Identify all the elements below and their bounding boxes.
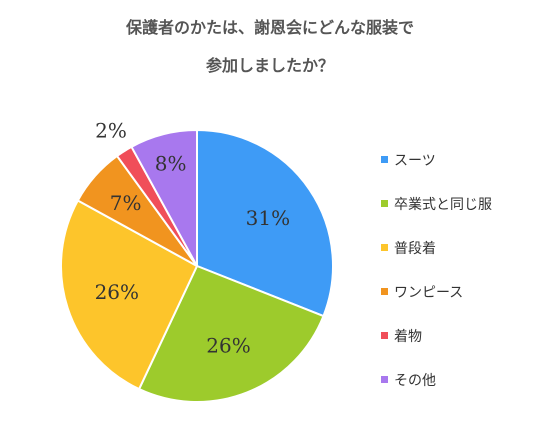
legend-swatch-6 (381, 376, 388, 383)
pie-slice-6 (130, 128, 198, 267)
legend-label-4: ワンピース (394, 285, 463, 301)
legend-label-2: 卒業式と同じ服 (394, 197, 492, 213)
legend-label-1: スーツ (394, 153, 436, 169)
legend-swatch-1 (381, 156, 388, 163)
pie-slice-1 (196, 128, 334, 318)
slice-label-2: 26% (206, 334, 250, 358)
chart-title-line-2: 参加しましたか？ (206, 56, 334, 75)
legend-label-3: 普段着 (394, 241, 436, 257)
slice-label-4: 7% (110, 191, 142, 215)
chart-title: 保護者のかたは、謝恩会にどんな服装で 参加しましたか？ (125, 18, 414, 75)
legend-label-6: その他 (394, 373, 436, 389)
slice-label-6: 8% (155, 151, 187, 175)
slice-label-1: 31% (246, 206, 290, 230)
pie-slice-2 (137, 264, 325, 403)
legend-swatch-3 (381, 244, 388, 251)
legend-swatch-4 (381, 288, 388, 295)
legend-label-5: 着物 (394, 329, 422, 345)
pie-labels: 31% 26% 26% 7% 2% 8% (95, 119, 291, 358)
slice-label-5: 2% (95, 119, 127, 143)
legend-swatch-5 (381, 332, 388, 339)
slice-label-3: 26% (95, 280, 139, 304)
pie-slices (59, 128, 334, 403)
legend-swatch-2 (381, 200, 388, 207)
chart-title-line-1: 保護者のかたは、謝恩会にどんな服装で (125, 18, 414, 37)
